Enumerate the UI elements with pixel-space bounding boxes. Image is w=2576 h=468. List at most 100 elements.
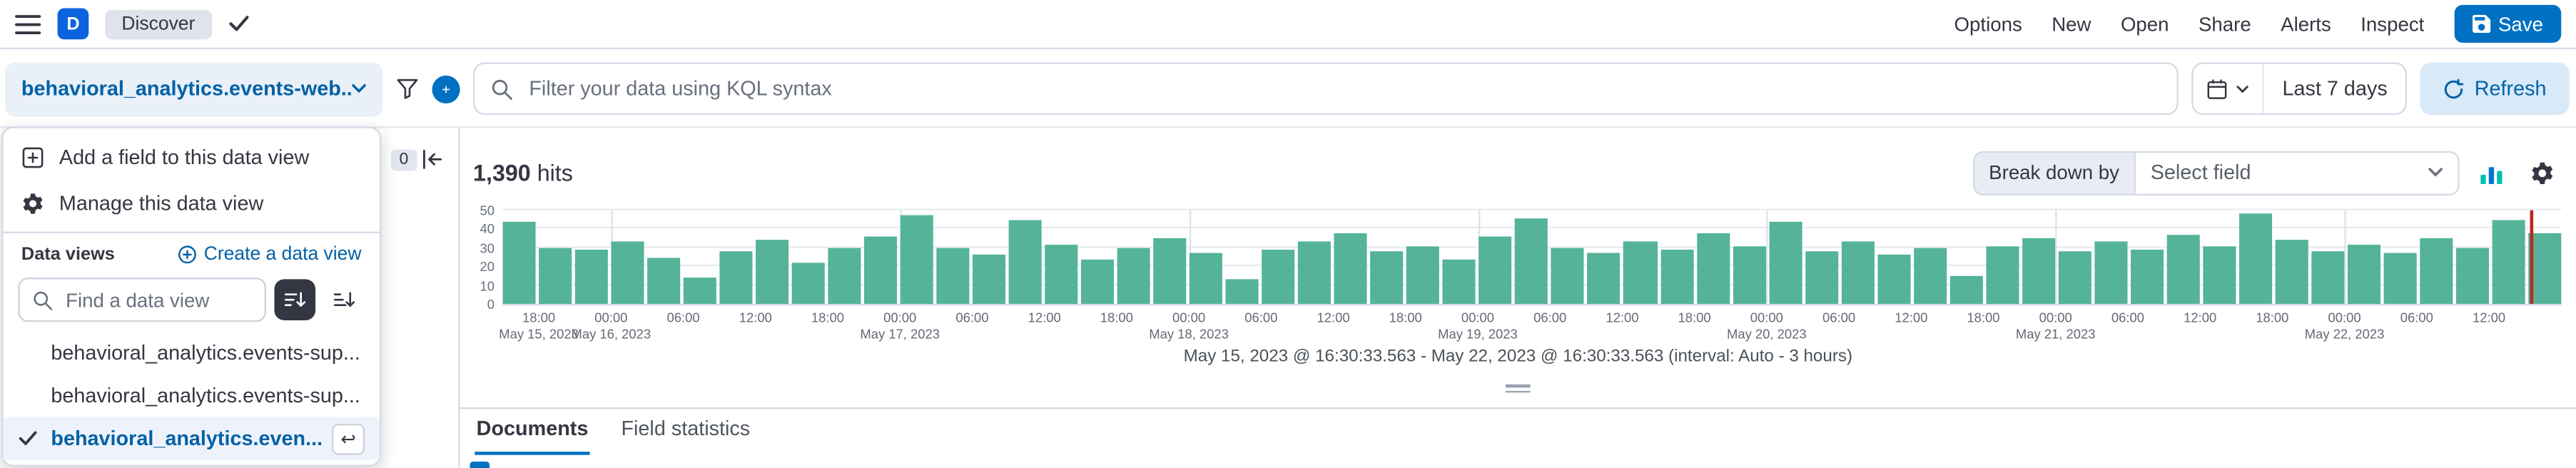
chart-options-gear-icon[interactable] — [2522, 153, 2561, 192]
manage-data-view-action[interactable]: Manage this data view — [4, 180, 380, 226]
histogram-bar[interactable] — [574, 249, 608, 304]
histogram-bar[interactable] — [2238, 213, 2272, 304]
histogram-bar[interactable] — [864, 236, 898, 304]
data-view-search[interactable] — [18, 278, 266, 322]
nav-inspect[interactable]: Inspect — [2361, 12, 2425, 36]
histogram-bar[interactable] — [1877, 255, 1910, 304]
space-avatar[interactable]: D — [57, 8, 89, 40]
date-picker-calendar-button[interactable] — [2194, 63, 2265, 113]
histogram-bar[interactable] — [1768, 221, 1802, 304]
tab-documents[interactable]: Documents — [475, 409, 590, 455]
histogram-bar[interactable] — [2419, 238, 2453, 304]
x-axis-tick-label: 06:00 — [2400, 310, 2433, 325]
refresh-button[interactable]: Refresh — [2420, 62, 2570, 116]
histogram-bar[interactable] — [1985, 245, 2019, 304]
histogram-bar[interactable] — [1406, 245, 1440, 304]
histogram-bar[interactable] — [719, 251, 753, 304]
nav-alerts[interactable]: Alerts — [2281, 12, 2331, 36]
filter-icon[interactable] — [396, 77, 419, 100]
kql-query-bar[interactable] — [473, 62, 2179, 116]
histogram-bar[interactable] — [1370, 251, 1404, 304]
data-view-option[interactable]: behavioral_analytics.events-sup... — [4, 332, 380, 375]
data-view-option-selected[interactable]: behavioral_analytics.even... ↩ — [3, 417, 380, 460]
nav-share[interactable]: Share — [2198, 12, 2251, 36]
add-filter-button[interactable] — [432, 74, 460, 103]
kql-input[interactable] — [525, 75, 2161, 102]
histogram-bar[interactable] — [647, 257, 681, 304]
histogram-bar[interactable] — [1081, 258, 1115, 304]
histogram-bar[interactable] — [2058, 251, 2091, 304]
sort-order-icon[interactable] — [324, 279, 365, 320]
menu-icon[interactable] — [15, 12, 41, 35]
histogram-bar[interactable] — [2455, 248, 2489, 304]
histogram-bar[interactable] — [901, 215, 934, 304]
histogram-bar[interactable] — [1696, 233, 1730, 304]
histogram-bar[interactable] — [2527, 233, 2562, 304]
histogram-bar[interactable] — [791, 263, 826, 304]
histogram-bar[interactable] — [611, 242, 644, 304]
histogram-bar[interactable] — [2383, 253, 2417, 304]
histogram-bar[interactable] — [1479, 236, 1513, 304]
tab-field-statistics[interactable]: Field statistics — [619, 409, 751, 454]
histogram-bar[interactable] — [1009, 219, 1043, 304]
histogram-bar[interactable] — [973, 255, 1006, 304]
data-view-popover: Add a field to this data view Manage thi… — [1, 126, 382, 467]
histogram-bar[interactable] — [1805, 251, 1838, 304]
nav-options[interactable]: Options — [1954, 12, 2022, 36]
histogram-bar[interactable] — [683, 278, 717, 304]
nav-new[interactable]: New — [2052, 12, 2091, 36]
histogram-bar[interactable] — [2311, 251, 2344, 304]
y-axis-tick-label: 20 — [480, 260, 495, 275]
histogram-bar[interactable] — [1443, 258, 1476, 304]
histogram-bar[interactable] — [1623, 242, 1657, 304]
histogram-bar[interactable] — [1045, 243, 1078, 304]
histogram-bar[interactable] — [1298, 242, 1332, 304]
histogram-bar[interactable] — [756, 240, 789, 304]
histogram-bar[interactable] — [1551, 248, 1585, 304]
add-field-action[interactable]: Add a field to this data view — [4, 135, 380, 180]
nav-open[interactable]: Open — [2120, 12, 2169, 36]
histogram-bar[interactable] — [1190, 253, 1223, 304]
create-data-view-button[interactable]: Create a data view — [178, 245, 362, 265]
histogram-bar[interactable] — [2130, 249, 2164, 304]
sort-alphabetical-icon[interactable] — [274, 279, 316, 320]
time-range-label[interactable]: Last 7 days — [2282, 77, 2388, 101]
histogram-bar[interactable] — [1840, 242, 1874, 304]
histogram-bar[interactable] — [936, 248, 970, 304]
calendar-icon — [2207, 78, 2228, 99]
histogram-bar[interactable] — [1660, 249, 1693, 304]
histogram-bar[interactable] — [2022, 238, 2055, 304]
histogram-bar[interactable] — [1515, 218, 1548, 304]
histogram-bar[interactable] — [2492, 219, 2525, 304]
histogram-bar[interactable] — [1262, 249, 1296, 304]
edit-visualization-icon[interactable] — [2471, 153, 2510, 192]
data-view-search-input[interactable] — [62, 286, 252, 313]
histogram-bar[interactable] — [2275, 240, 2308, 304]
histogram-bar[interactable] — [828, 248, 861, 304]
histogram-bar[interactable] — [1117, 248, 1151, 304]
histogram-bar[interactable] — [502, 221, 536, 304]
histogram-bar[interactable] — [1588, 253, 1621, 304]
data-view-option[interactable]: behavioral_analytics.events-sup... — [4, 375, 380, 417]
histogram-bar[interactable] — [539, 248, 572, 304]
sidebar-collapse-button[interactable] — [420, 148, 443, 171]
histogram-bar[interactable] — [1226, 279, 1259, 304]
histogram-bar[interactable] — [2202, 245, 2236, 304]
histogram-bar[interactable] — [1153, 238, 1187, 304]
chart-resize-handle[interactable] — [1506, 384, 1531, 393]
histogram-bar[interactable] — [1732, 245, 1765, 304]
histogram-bar[interactable] — [1913, 248, 1947, 304]
field-type-filter-count-badge[interactable]: 0 — [390, 149, 417, 171]
data-view-picker-button[interactable]: behavioral_analytics.events-web... — [4, 61, 383, 116]
breakdown-select-value: Select field — [2150, 161, 2251, 184]
data-view-list: behavioral_analytics.events-sup... behav… — [3, 330, 380, 462]
save-button[interactable]: Save — [2453, 4, 2562, 43]
histogram-bar[interactable] — [2094, 242, 2127, 304]
x-axis-tick-label: 12:00 — [2184, 310, 2217, 325]
histogram-bar[interactable] — [1949, 275, 1983, 304]
histogram-bar[interactable] — [2166, 234, 2200, 304]
histogram-bar[interactable] — [1334, 233, 1368, 304]
histogram-bar[interactable] — [2347, 243, 2380, 304]
breakdown-select[interactable]: Select field — [2134, 150, 2460, 195]
